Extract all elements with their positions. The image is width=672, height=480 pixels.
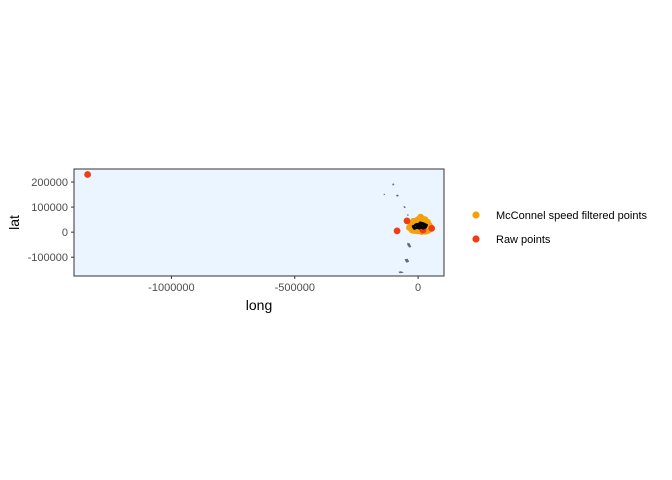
land-polygon	[398, 271, 404, 274]
x-tick-label: 0	[415, 282, 421, 294]
y-tick-label: -100000	[28, 252, 68, 264]
plot-panel	[74, 169, 444, 276]
track-line	[411, 221, 428, 230]
panel-border	[73, 168, 445, 277]
land-polygon	[395, 194, 399, 197]
legend-key-raw	[472, 235, 480, 243]
raw-point	[428, 225, 436, 232]
panel-frame	[73, 168, 445, 277]
panel-background	[74, 169, 444, 276]
x-axis-title: long	[246, 297, 272, 313]
raw-point	[403, 217, 411, 225]
land-polygon	[383, 193, 385, 196]
y-tick-label: 0	[62, 227, 68, 239]
land-polygon	[407, 242, 412, 248]
raw-point	[84, 171, 91, 178]
legend: McConnel speed filtered points Raw points	[472, 210, 648, 246]
land-polygon	[407, 214, 409, 216]
x-tick-label: -1000000	[148, 282, 195, 294]
y-axis-title: lat	[6, 215, 22, 230]
legend-label: Raw points	[496, 234, 551, 246]
y-tick-label: 100000	[31, 202, 68, 214]
land-polygon	[404, 258, 410, 263]
raw-point	[393, 227, 401, 235]
y-tick-label: 200000	[31, 177, 68, 189]
legend-label: McConnel speed filtered points	[496, 210, 648, 222]
land-polygon	[403, 206, 406, 209]
land-polygon	[392, 183, 395, 186]
track-lines	[411, 221, 428, 230]
x-tick-label: -500000	[275, 282, 315, 294]
legend-key-filtered	[472, 211, 480, 219]
filtered-point	[419, 215, 426, 223]
